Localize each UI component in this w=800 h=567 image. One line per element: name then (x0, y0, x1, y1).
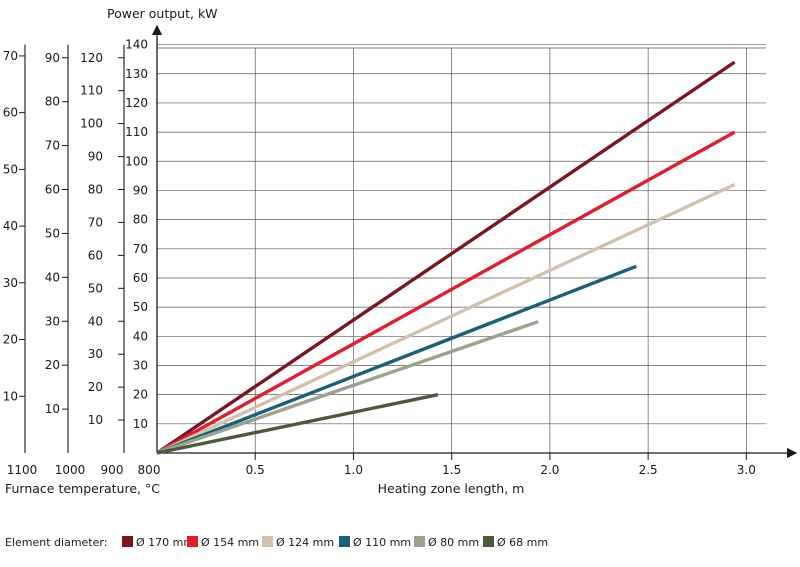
furnace-temperature-title: Furnace temperature, °C (5, 481, 160, 496)
legend-label: Ø 124 mm (276, 536, 334, 549)
temperature-scale-label: 100 (80, 117, 103, 131)
series-lines (156, 60, 736, 455)
legend-swatch (262, 536, 273, 547)
legend-swatch (339, 536, 350, 547)
temperature-scale-label: 70 (45, 139, 60, 153)
temperature-scale-label: 30 (45, 314, 60, 328)
legend-label: Ø 170 mm (136, 536, 194, 549)
temperature-scale-label: 50 (45, 226, 60, 240)
temperature-scale-label: 60 (45, 183, 60, 197)
legend: Element diameter: Ø 170 mm Ø 154 mm Ø 124 m… (5, 536, 548, 549)
x-tick-label: 1.5 (442, 463, 461, 477)
temperature-scale-label: 70 (3, 49, 18, 63)
legend-swatch (122, 536, 133, 547)
series-line-3 (156, 264, 637, 455)
x-axis-title: Heating zone length, m (378, 481, 525, 496)
y-tick-label: 20 (133, 388, 148, 402)
y-tick-label: 50 (133, 300, 148, 314)
temperature-scale-label: 30 (88, 347, 103, 361)
temperature-scale-label: 80 (88, 183, 103, 197)
y-tick-label: 80 (133, 213, 148, 227)
temperature-value: 800 (138, 463, 161, 477)
legend-label: Ø 154 mm (201, 536, 259, 549)
y-tick-label: 40 (133, 329, 148, 343)
legend-label: Ø 80 mm (428, 536, 479, 549)
temperature-scale-label: 20 (3, 333, 18, 347)
x-tick-label: 0.5 (246, 463, 265, 477)
temperature-scale-label: 60 (88, 248, 103, 262)
legend-swatch (414, 536, 425, 547)
temperature-scale-label: 50 (3, 162, 18, 176)
y-tick-label: 100 (125, 154, 148, 168)
temperature-scale-label: 80 (45, 95, 60, 109)
legend-label: Ø 110 mm (353, 536, 411, 549)
temperature-scale-label: 40 (3, 219, 18, 233)
temperature-scale-label: 40 (45, 270, 60, 284)
temperature-value: 1100 (7, 463, 38, 477)
x-tick-label: 3.0 (737, 463, 756, 477)
y-tick-label: 70 (133, 242, 148, 256)
y-tick-label: 60 (133, 271, 148, 285)
series-line-1 (156, 130, 736, 455)
temperature-scale-label: 10 (3, 389, 18, 403)
temperature-scale-label: 40 (88, 314, 103, 328)
y-tick-label: 10 (133, 417, 148, 431)
y-tick-label: 30 (133, 358, 148, 372)
legend-title: Element diameter: (5, 536, 107, 549)
temperature-scale-label: 60 (3, 106, 18, 120)
y-tick-label: 140 (125, 38, 148, 52)
temperature-scale-label: 50 (88, 281, 103, 295)
temperature-scale-label: 30 (3, 276, 18, 290)
legend-swatch (483, 536, 494, 547)
y-tick-label: 90 (133, 183, 148, 197)
temperature-scale-label: 20 (88, 380, 103, 394)
temperature-scale-label: 90 (88, 150, 103, 164)
grid (157, 44, 766, 453)
y-tick-label: 120 (125, 96, 148, 110)
temperature-scale-label: 20 (45, 358, 60, 372)
y-tick-label: 110 (125, 125, 148, 139)
temperature-scale-label: 10 (45, 402, 60, 416)
temperature-scale-label: 90 (45, 51, 60, 65)
x-tick-label: 2.5 (639, 463, 658, 477)
legend-swatch (187, 536, 198, 547)
temperature-scale-label: 70 (88, 215, 103, 229)
temperature-value: 900 (101, 463, 124, 477)
series-line-0 (156, 60, 736, 455)
temperature-scale-label: 110 (80, 84, 103, 98)
temperature-scale-label: 10 (88, 413, 103, 427)
axes: 10 20 30 40 50 60 70 80 90 100 110 120 130 140 0.5 1.0 1… (3, 24, 798, 477)
temperature-value: 1000 (55, 463, 86, 477)
y-axis-title: Power output, kW (107, 6, 218, 21)
x-tick-label: 1.0 (344, 463, 363, 477)
x-tick-label: 2.0 (540, 463, 559, 477)
temperature-scale-label: 120 (80, 51, 103, 65)
y-tick-label: 130 (125, 67, 148, 81)
series-line-5 (156, 393, 439, 455)
series-line-2 (156, 183, 736, 455)
legend-label: Ø 68 mm (497, 536, 548, 549)
series-line-4 (156, 320, 539, 455)
